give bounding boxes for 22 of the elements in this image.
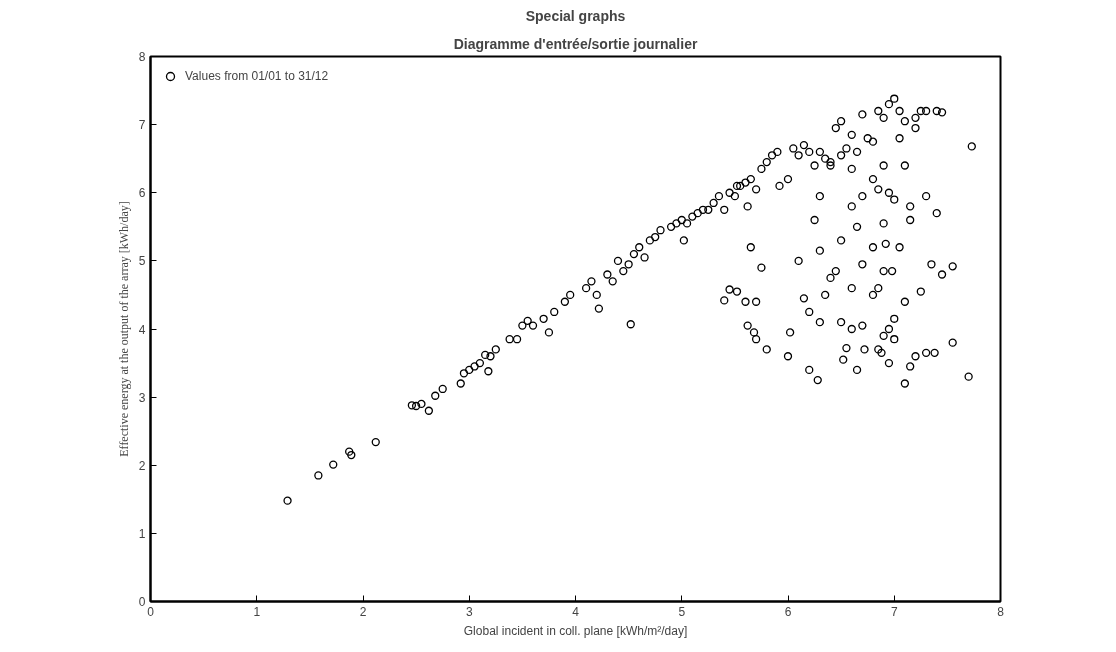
legend-label: Values from 01/01 to 31/12 (185, 69, 329, 83)
y-axis-title: Effective energy at the output of the array [kWh/day] (116, 201, 131, 457)
x-tick-label: 3 (465, 604, 473, 619)
y-tick-label: 4 (138, 322, 146, 337)
y-tick-label: 2 (138, 458, 146, 473)
y-tick-label: 5 (138, 254, 146, 269)
x-tick-label: 1 (253, 604, 261, 619)
chart-title: Special graphs (525, 7, 626, 24)
x-tick-label: 8 (997, 604, 1005, 619)
chart-subtitle: Diagramme d'entrée/sortie journalier (453, 35, 698, 52)
y-tick-label: 8 (138, 50, 146, 64)
y-tick-label: 1 (138, 526, 146, 541)
x-tick-label: 2 (359, 604, 367, 619)
x-tick-label: 7 (890, 604, 898, 619)
x-tick-label: 5 (678, 604, 686, 619)
y-tick-label: 7 (138, 118, 146, 133)
y-tick-label: 6 (138, 186, 146, 201)
x-axis-title: Global incident in coll. plane [kWh/m²/day] (463, 623, 688, 638)
x-tick-label: 6 (784, 604, 792, 619)
x-tick-label: 4 (572, 604, 580, 619)
y-tick-label: 0 (138, 595, 146, 609)
y-tick-label: 3 (138, 390, 146, 405)
